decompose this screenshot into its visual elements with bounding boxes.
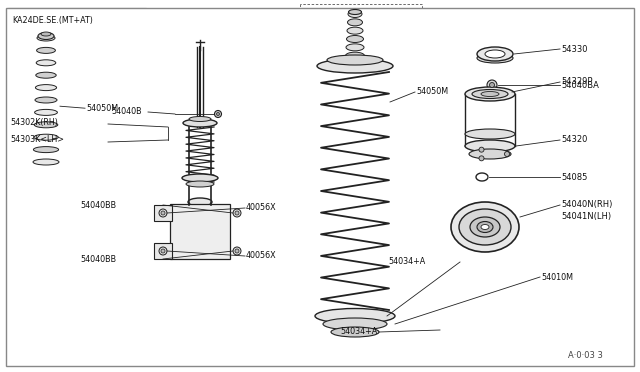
Ellipse shape (465, 140, 515, 152)
Ellipse shape (233, 247, 241, 255)
Ellipse shape (346, 44, 364, 51)
Ellipse shape (327, 55, 383, 65)
Ellipse shape (315, 308, 395, 324)
Ellipse shape (347, 27, 363, 34)
Ellipse shape (465, 129, 515, 139)
Ellipse shape (36, 72, 56, 78)
Ellipse shape (331, 327, 379, 337)
Ellipse shape (33, 147, 59, 153)
Ellipse shape (477, 221, 493, 232)
Ellipse shape (186, 181, 214, 187)
Ellipse shape (485, 50, 505, 58)
Text: 54040BA: 54040BA (561, 80, 599, 90)
Ellipse shape (38, 32, 54, 39)
Ellipse shape (36, 60, 56, 66)
Text: KA24DE.SE.(MT+AT): KA24DE.SE.(MT+AT) (12, 16, 93, 25)
Ellipse shape (481, 92, 499, 96)
Ellipse shape (465, 87, 515, 101)
Text: 54040BB: 54040BB (80, 254, 116, 263)
Ellipse shape (477, 53, 513, 63)
Ellipse shape (159, 247, 167, 255)
Ellipse shape (472, 90, 508, 99)
Ellipse shape (469, 149, 511, 159)
Text: 54302K(RH): 54302K(RH) (10, 119, 58, 128)
Text: 40056X: 40056X (246, 203, 276, 212)
Ellipse shape (348, 10, 362, 17)
Ellipse shape (161, 249, 165, 253)
Ellipse shape (479, 156, 484, 161)
Bar (154, 243, 172, 259)
Ellipse shape (233, 209, 241, 217)
Ellipse shape (504, 151, 509, 157)
Ellipse shape (235, 249, 239, 253)
Text: 54034+A: 54034+A (340, 327, 377, 337)
Ellipse shape (183, 119, 217, 127)
Ellipse shape (34, 122, 58, 128)
Ellipse shape (481, 224, 489, 230)
Bar (8, 8, 146, 176)
Ellipse shape (317, 59, 393, 73)
Text: 54329P: 54329P (561, 77, 593, 87)
Text: 54040BB: 54040BB (80, 201, 116, 209)
Text: A·0·03 3: A·0·03 3 (568, 352, 603, 360)
Ellipse shape (214, 110, 221, 118)
Ellipse shape (345, 61, 365, 67)
Text: 54085: 54085 (561, 173, 588, 182)
Ellipse shape (161, 211, 165, 215)
Ellipse shape (346, 52, 365, 59)
Text: 54303K<LH>: 54303K<LH> (10, 135, 64, 144)
Ellipse shape (216, 112, 220, 115)
Ellipse shape (35, 109, 58, 115)
Ellipse shape (470, 217, 500, 237)
Ellipse shape (35, 84, 56, 91)
Ellipse shape (159, 209, 167, 217)
Text: 54330: 54330 (561, 45, 588, 54)
Ellipse shape (34, 134, 58, 140)
Ellipse shape (346, 35, 364, 42)
Ellipse shape (41, 32, 51, 36)
Bar (154, 205, 172, 221)
Text: 54034+A: 54034+A (388, 257, 425, 266)
Ellipse shape (479, 147, 484, 152)
Ellipse shape (349, 10, 362, 15)
Text: 54010M: 54010M (541, 273, 573, 282)
Ellipse shape (235, 211, 239, 215)
Ellipse shape (490, 83, 495, 87)
Ellipse shape (37, 35, 55, 41)
Ellipse shape (323, 318, 387, 330)
Ellipse shape (459, 209, 511, 245)
Ellipse shape (188, 198, 212, 206)
Text: 40056X: 40056X (246, 251, 276, 260)
Ellipse shape (487, 80, 497, 90)
Ellipse shape (348, 19, 362, 26)
Text: 54040N(RH): 54040N(RH) (561, 201, 612, 209)
Ellipse shape (477, 47, 513, 61)
Text: 54050M: 54050M (416, 87, 448, 96)
Text: 54050M: 54050M (86, 104, 118, 113)
Text: 54320: 54320 (561, 135, 588, 144)
Text: 54040B: 54040B (111, 108, 141, 116)
Ellipse shape (33, 159, 59, 165)
Ellipse shape (182, 174, 218, 182)
Ellipse shape (35, 97, 57, 103)
Bar (170, 204, 230, 259)
Text: 54041N(LH): 54041N(LH) (561, 212, 611, 221)
Ellipse shape (189, 116, 211, 122)
Ellipse shape (36, 47, 56, 54)
Ellipse shape (451, 202, 519, 252)
